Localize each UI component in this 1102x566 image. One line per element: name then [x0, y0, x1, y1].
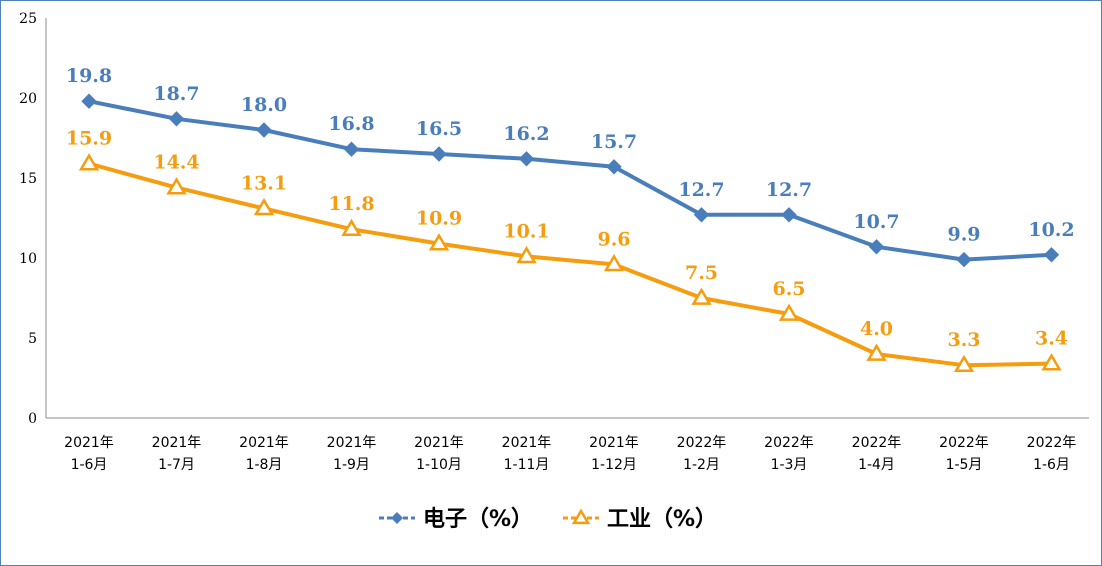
y-tick-label: 25: [19, 11, 37, 27]
data-label-2: 7.5: [685, 262, 718, 284]
x-tick-label: 2021年: [64, 435, 114, 451]
x-tick-label: 1-11月: [504, 457, 550, 473]
data-label-2: 4.0: [860, 318, 893, 340]
y-tick-label: 0: [28, 411, 37, 427]
data-label-2: 13.1: [241, 172, 287, 194]
data-point-2: [603, 253, 625, 272]
x-tick-label: 2021年: [589, 435, 639, 451]
y-tick-label: 5: [28, 331, 37, 347]
data-point-1: [606, 159, 622, 175]
x-tick-label: 2021年: [152, 435, 202, 451]
data-point-1: [1043, 247, 1060, 263]
data-label-1: 12.7: [678, 179, 724, 201]
x-tick-label: 2022年: [677, 435, 727, 451]
legend-label-1: 电子（%）: [423, 507, 533, 532]
data-point-2: [428, 233, 450, 251]
data-point-2: [778, 303, 800, 321]
data-label-1: 16.2: [503, 123, 549, 145]
data-label-1: 16.8: [328, 113, 374, 135]
data-point-2: [516, 245, 537, 264]
data-label-2: 6.5: [772, 278, 805, 300]
data-label-1: 18.0: [241, 94, 287, 116]
data-label-2: 11.8: [328, 193, 374, 215]
y-tick-label: 15: [19, 171, 37, 187]
series-line-1: [87, 99, 1054, 262]
data-point-2: [166, 177, 187, 195]
data-label-2: 9.6: [597, 228, 630, 250]
data-point-1: [81, 93, 97, 109]
x-tick-label: 1-5月: [946, 457, 983, 473]
legend-marker-1: [391, 512, 403, 524]
data-point-1: [956, 251, 972, 268]
x-tick-label: 2022年: [939, 435, 989, 451]
series-line-2: [87, 161, 1054, 368]
data-point-1: [518, 151, 535, 167]
data-label-1: 12.7: [766, 179, 812, 201]
x-tick-label: 1-10月: [416, 457, 462, 473]
data-point-2: [691, 287, 712, 305]
data-label-2: 10.9: [416, 208, 462, 230]
x-tick-label: 2022年: [852, 435, 902, 451]
legend-marker-2: [571, 508, 591, 525]
data-point-1: [868, 239, 885, 255]
legend-label-2: 工业（%）: [607, 507, 717, 532]
y-tick-label: 20: [19, 91, 37, 107]
x-tick-label: 1-6月: [1033, 457, 1070, 473]
data-point-2: [253, 197, 275, 216]
x-tick-label: 2021年: [414, 435, 464, 451]
x-tick-label: 1-12月: [591, 457, 637, 473]
x-tick-label: 2021年: [502, 435, 552, 451]
data-point-2: [953, 354, 975, 373]
data-point-2: [866, 343, 887, 361]
data-label-1: 10.7: [853, 211, 899, 233]
data-label-2: 10.1: [503, 220, 549, 242]
data-point-1: [781, 207, 797, 223]
data-label-2: 3.4: [1035, 328, 1068, 350]
x-tick-label: 2022年: [1027, 435, 1077, 451]
data-label-2: 15.9: [66, 128, 112, 150]
data-label-1: 9.9: [947, 224, 980, 246]
data-point-2: [1041, 353, 1062, 371]
data-label-2: 14.4: [153, 152, 199, 174]
data-point-2: [78, 153, 100, 171]
data-label-1: 18.7: [153, 83, 199, 105]
x-tick-label: 1-2月: [683, 457, 720, 473]
x-tick-label: 1-7月: [158, 457, 195, 473]
data-label-1: 16.5: [416, 118, 462, 140]
x-tick-label: 1-6月: [71, 457, 108, 473]
x-tick-label: 2021年: [327, 435, 377, 451]
data-point-1: [693, 207, 710, 223]
data-label-1: 10.2: [1028, 219, 1074, 241]
x-tick-label: 1-8月: [246, 457, 283, 473]
x-tick-label: 1-3月: [771, 457, 808, 473]
data-point-1: [168, 111, 185, 127]
data-label-1: 15.7: [591, 131, 637, 153]
data-point-1: [343, 141, 360, 157]
data-point-2: [341, 218, 362, 237]
data-label-1: 19.8: [66, 65, 112, 87]
x-tick-label: 1-9月: [333, 457, 370, 473]
data-point-1: [256, 122, 272, 138]
data-label-2: 3.3: [947, 329, 980, 351]
x-tick-label: 1-4月: [858, 457, 895, 473]
y-tick-label: 10: [19, 251, 37, 267]
x-tick-label: 2021年: [239, 435, 289, 451]
x-tick-label: 2022年: [764, 435, 814, 451]
data-point-1: [431, 146, 447, 162]
